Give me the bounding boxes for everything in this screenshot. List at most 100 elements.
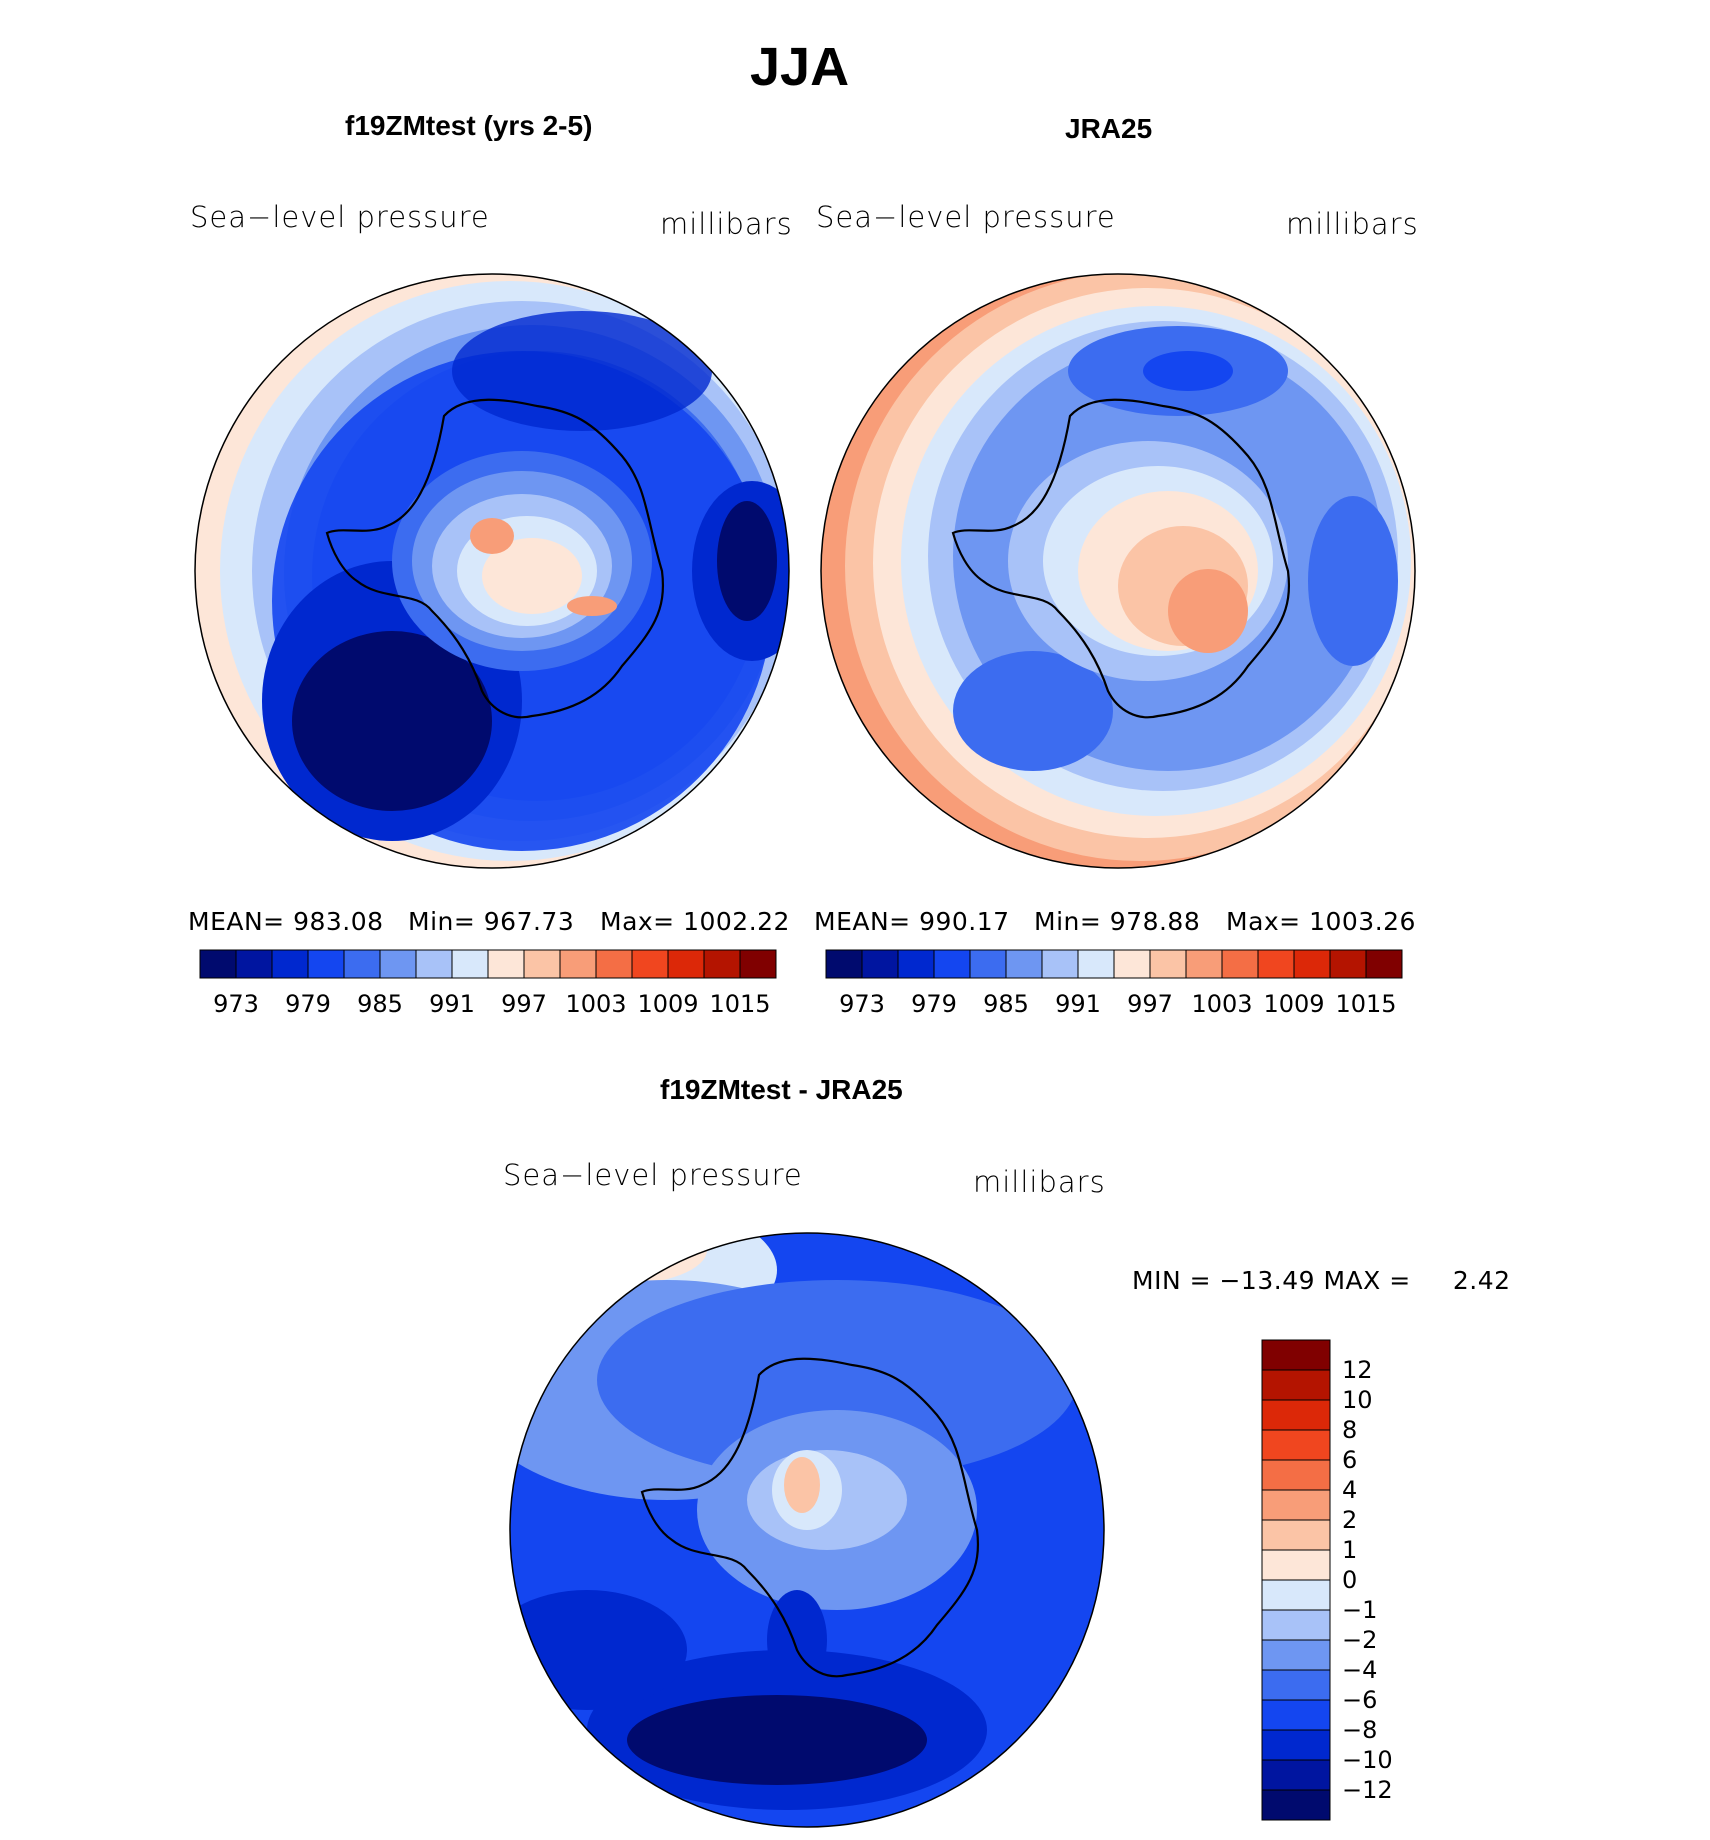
diff-units-label: millibars [973,1165,1106,1199]
diff-colorbar-swatch [1261,1549,1331,1581]
panel2-colorbar-swatch [897,949,935,979]
d-ant-4 [784,1457,820,1513]
panel1-colorbar-tick-label: 973 [213,990,259,1018]
diff-colorbar-tick-label: −2 [1342,1626,1377,1654]
p2-coastline [951,398,1290,719]
p2-ant-5 [1168,569,1248,653]
diff-colorbar-swatch [1261,1519,1331,1551]
panel2-colorbar-swatch [1257,949,1295,979]
p2-low-east [1308,496,1398,666]
diff-colorbar-tick-label: −6 [1342,1686,1377,1714]
diff-colorbar-tick-label: 8 [1342,1416,1357,1444]
panel1-colorbar-swatch [703,949,741,979]
d-band-n [597,1280,1077,1480]
panel2-colorbar-swatch [1149,949,1187,979]
panel1-min: Min= 967.73 [408,907,575,936]
panel1-colorbar-swatch [739,949,777,979]
p1-ant-5 [482,538,582,614]
panel2-colorbar-tick-label: 1003 [1191,990,1252,1018]
panel2-title: JRA25 [1065,113,1153,144]
diff-colorbar-tick-label: 2 [1342,1506,1357,1534]
diff-colorbar-swatch [1261,1369,1331,1401]
panel1-colorbar-swatch [379,949,417,979]
panel2-colorbar-tick-label: 973 [839,990,885,1018]
d-pos-nw-core [527,1233,707,1285]
panel2-colorbar-swatch [1041,949,1079,979]
panel1-colorbar-swatch [235,949,273,979]
diff-colorbar-tick-label: 10 [1342,1386,1373,1414]
panel2-colorbar-tick-label: 997 [1127,990,1173,1018]
diff-colorbar-swatch [1261,1699,1331,1731]
panel2-max: Max= 1003.26 [1226,907,1416,936]
panel2-colorbar-swatch [1077,949,1115,979]
p1-low-east-core [717,501,777,621]
diff-title: f19ZMtest - JRA25 [660,1074,903,1105]
panel1-colorbar-swatch [451,949,489,979]
panel2-colorbar-swatch [969,949,1007,979]
panel1-colorbar-tick-label: 991 [429,990,475,1018]
p1-low-west-core [292,631,492,811]
panel1-units-label: millibars [660,207,793,241]
panel1-colorbar-tick-label: 985 [357,990,403,1018]
panel2-colorbar-swatch [1005,949,1043,979]
panel1-colorbar: 973 979 985 991 997 1003 1009 1015 [199,949,777,1018]
panel1-max: Max= 1002.22 [600,907,790,936]
panel1-colorbar-swatch [343,949,381,979]
panel1-colorbar-tick-label: 1015 [709,990,770,1018]
diff-polar-map [509,1232,1105,1828]
panel2-colorbar: 973 979 985 991 997 1003 1009 1015 [825,949,1403,1018]
d-low-sw [510,1590,687,1710]
panel2-colorbar-tick-label: 1009 [1263,990,1324,1018]
diff-colorbar-tick-label: 1 [1342,1536,1357,1564]
p1-ant-6 [470,518,514,554]
p2-low-sw [953,651,1113,771]
panel1-colorbar-swatch [523,949,561,979]
diff-colorbar-swatch [1261,1579,1331,1611]
panel1-colorbar-swatch [487,949,525,979]
diff-colorbar-swatch [1261,1429,1331,1461]
panel1-polar-map [194,273,790,869]
diff-colorbar-tick-label: 4 [1342,1476,1357,1504]
diff-colorbar-swatch [1261,1669,1331,1701]
panel1-colorbar-swatch [559,949,597,979]
diff-colorbar-tick-label: −1 [1342,1596,1377,1624]
panel2-colorbar-swatch [1113,949,1151,979]
diff-colorbar-swatch [1261,1399,1331,1431]
diff-colorbar-swatch [1261,1789,1331,1821]
panel1-colorbar-swatch [415,949,453,979]
p1-coastline [325,398,664,719]
panel1-colorbar-swatch [595,949,633,979]
diff-colorbar-swatch [1261,1609,1331,1641]
panel2-polar-map [820,273,1416,869]
diff-colorbar-tick-label: −4 [1342,1656,1377,1684]
panel2-colorbar-tick-label: 985 [983,990,1029,1018]
panel1-variable-label: Sea−level pressure [190,200,490,234]
panel2-min: Min= 978.88 [1034,907,1201,936]
diff-colorbar-tick-label: 6 [1342,1446,1357,1474]
diff-colorbar-swatch [1261,1639,1331,1671]
panel2-colorbar-swatch [1365,949,1403,979]
panel1-colorbar-swatch [667,949,705,979]
diff-colorbar-swatch [1261,1729,1331,1761]
panel2-colorbar-swatch [933,949,971,979]
diff-colorbar-tick-label: −10 [1342,1746,1393,1774]
panel2-colorbar-tick-label: 1015 [1335,990,1396,1018]
p2-low-north-core [1143,351,1233,391]
d-low-south-core [627,1695,927,1785]
panel2-units-label: millibars [1286,207,1419,241]
panel1-mean: MEAN= 983.08 [188,907,384,936]
panel1-colorbar-swatch [631,949,669,979]
main-title: JJA [750,37,850,97]
panel2-colorbar-swatch [1221,949,1259,979]
diff-colorbar-tick-label: −12 [1342,1776,1393,1804]
diff-colorbar-swatch [1261,1339,1331,1371]
panel1-title: f19ZMtest (yrs 2-5) [345,110,593,141]
panel1-colorbar-tick-label: 1009 [637,990,698,1018]
panel2-colorbar-swatch [1185,949,1223,979]
panel1-colorbar-tick-label: 1003 [565,990,626,1018]
diff-coastline [640,1357,979,1678]
diff-colorbar-tick-label: 12 [1342,1356,1373,1384]
p1-low-north [452,311,712,431]
panel2-variable-label: Sea−level pressure [816,200,1116,234]
